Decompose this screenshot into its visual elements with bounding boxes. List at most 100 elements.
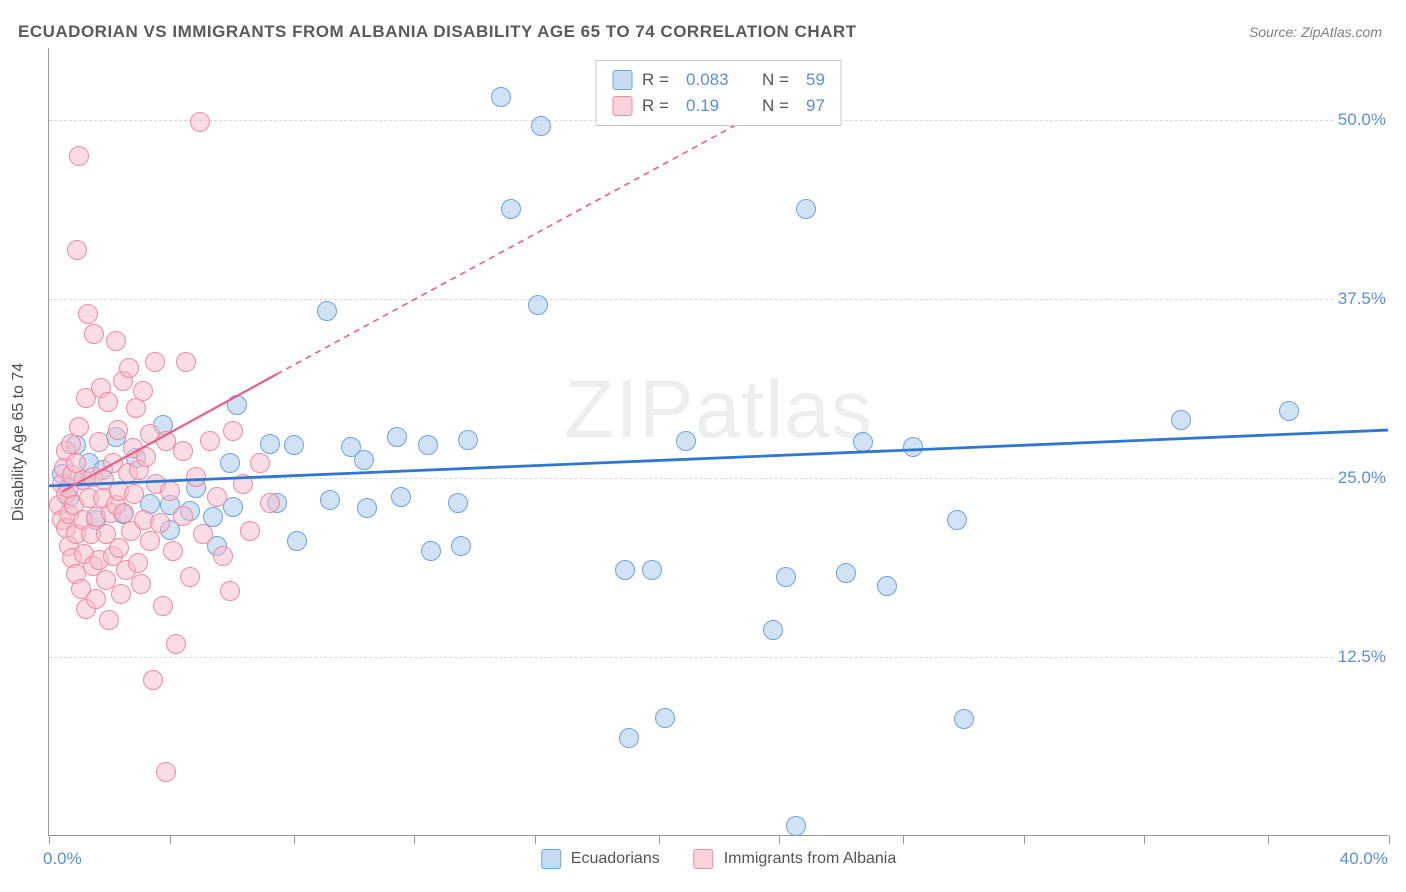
data-point: [190, 112, 210, 132]
x-tick: [170, 835, 171, 844]
swatch-pink-icon: [694, 849, 714, 869]
data-point: [284, 435, 304, 455]
watermark: ZIPatlas: [564, 363, 873, 457]
legend-row-albania: R =0.19 N =97: [596, 93, 841, 119]
data-point: [133, 381, 153, 401]
data-point: [136, 447, 156, 467]
data-point: [903, 437, 923, 457]
data-point: [836, 563, 856, 583]
data-point: [193, 524, 213, 544]
data-point: [317, 301, 337, 321]
data-point: [86, 589, 106, 609]
data-point: [954, 709, 974, 729]
data-point: [163, 541, 183, 561]
data-point: [260, 434, 280, 454]
data-point: [223, 421, 243, 441]
data-point: [354, 450, 374, 470]
data-point: [108, 420, 128, 440]
data-point: [106, 331, 126, 351]
data-point: [418, 435, 438, 455]
data-point: [173, 441, 193, 461]
data-point: [176, 352, 196, 372]
data-point: [531, 116, 551, 136]
data-point: [153, 596, 173, 616]
trendlines-layer: [49, 48, 1388, 835]
data-point: [357, 498, 377, 518]
data-point: [89, 432, 109, 452]
y-tick-label: 25.0%: [1334, 466, 1390, 490]
x-tick: [535, 835, 536, 844]
data-point: [145, 352, 165, 372]
data-point: [78, 304, 98, 324]
swatch-pink-icon: [612, 96, 632, 116]
swatch-blue-icon: [612, 70, 632, 90]
x-tick: [779, 835, 780, 844]
data-point: [615, 560, 635, 580]
swatch-blue-icon: [541, 849, 561, 869]
data-point: [287, 531, 307, 551]
data-point: [69, 146, 89, 166]
data-point: [126, 398, 146, 418]
data-point: [1171, 410, 1191, 430]
data-point: [207, 487, 227, 507]
data-point: [180, 567, 200, 587]
data-point: [143, 670, 163, 690]
data-point: [451, 536, 471, 556]
x-axis-origin-label: 0.0%: [43, 849, 82, 869]
data-point: [223, 497, 243, 517]
data-point: [114, 503, 134, 523]
data-point: [131, 574, 151, 594]
data-point: [655, 708, 675, 728]
data-point: [84, 324, 104, 344]
data-point: [200, 431, 220, 451]
x-tick: [294, 835, 295, 844]
data-point: [619, 728, 639, 748]
data-point: [213, 546, 233, 566]
data-point: [227, 395, 247, 415]
data-point: [387, 427, 407, 447]
data-point: [99, 610, 119, 630]
data-point: [877, 576, 897, 596]
data-point: [69, 417, 89, 437]
data-point: [250, 453, 270, 473]
data-point: [528, 295, 548, 315]
data-point: [260, 493, 280, 513]
x-tick: [1144, 835, 1145, 844]
data-point: [186, 467, 206, 487]
gridline: [49, 657, 1388, 658]
legend-row-ecuadorians: R =0.083 N =59: [596, 67, 841, 93]
data-point: [156, 762, 176, 782]
y-tick-label: 50.0%: [1334, 108, 1390, 132]
y-axis-label: Disability Age 65 to 74: [10, 362, 28, 520]
data-point: [448, 493, 468, 513]
x-tick: [414, 835, 415, 844]
x-tick: [1024, 835, 1025, 844]
chart-title: ECUADORIAN VS IMMIGRANTS FROM ALBANIA DI…: [18, 22, 857, 42]
data-point: [491, 87, 511, 107]
data-point: [61, 434, 81, 454]
gridline: [49, 299, 1388, 300]
data-point: [119, 358, 139, 378]
x-tick: [49, 835, 50, 844]
data-point: [140, 531, 160, 551]
x-tick: [903, 835, 904, 844]
chart-plot-area: Disability Age 65 to 74 ZIPatlas R =0.08…: [48, 48, 1388, 836]
data-point: [947, 510, 967, 530]
data-point: [776, 567, 796, 587]
source-attribution: Source: ZipAtlas.com: [1249, 24, 1382, 40]
data-point: [501, 199, 521, 219]
data-point: [240, 521, 260, 541]
data-point: [763, 620, 783, 640]
legend-item-ecuadorians: Ecuadorians: [541, 849, 660, 869]
data-point: [128, 553, 148, 573]
data-point: [853, 432, 873, 452]
data-point: [220, 581, 240, 601]
data-point: [67, 240, 87, 260]
x-tick: [1389, 835, 1390, 844]
x-axis-max-label: 40.0%: [1340, 849, 1388, 869]
data-point: [220, 453, 240, 473]
x-tick: [659, 835, 660, 844]
data-point: [124, 484, 144, 504]
data-point: [109, 538, 129, 558]
data-point: [676, 431, 696, 451]
